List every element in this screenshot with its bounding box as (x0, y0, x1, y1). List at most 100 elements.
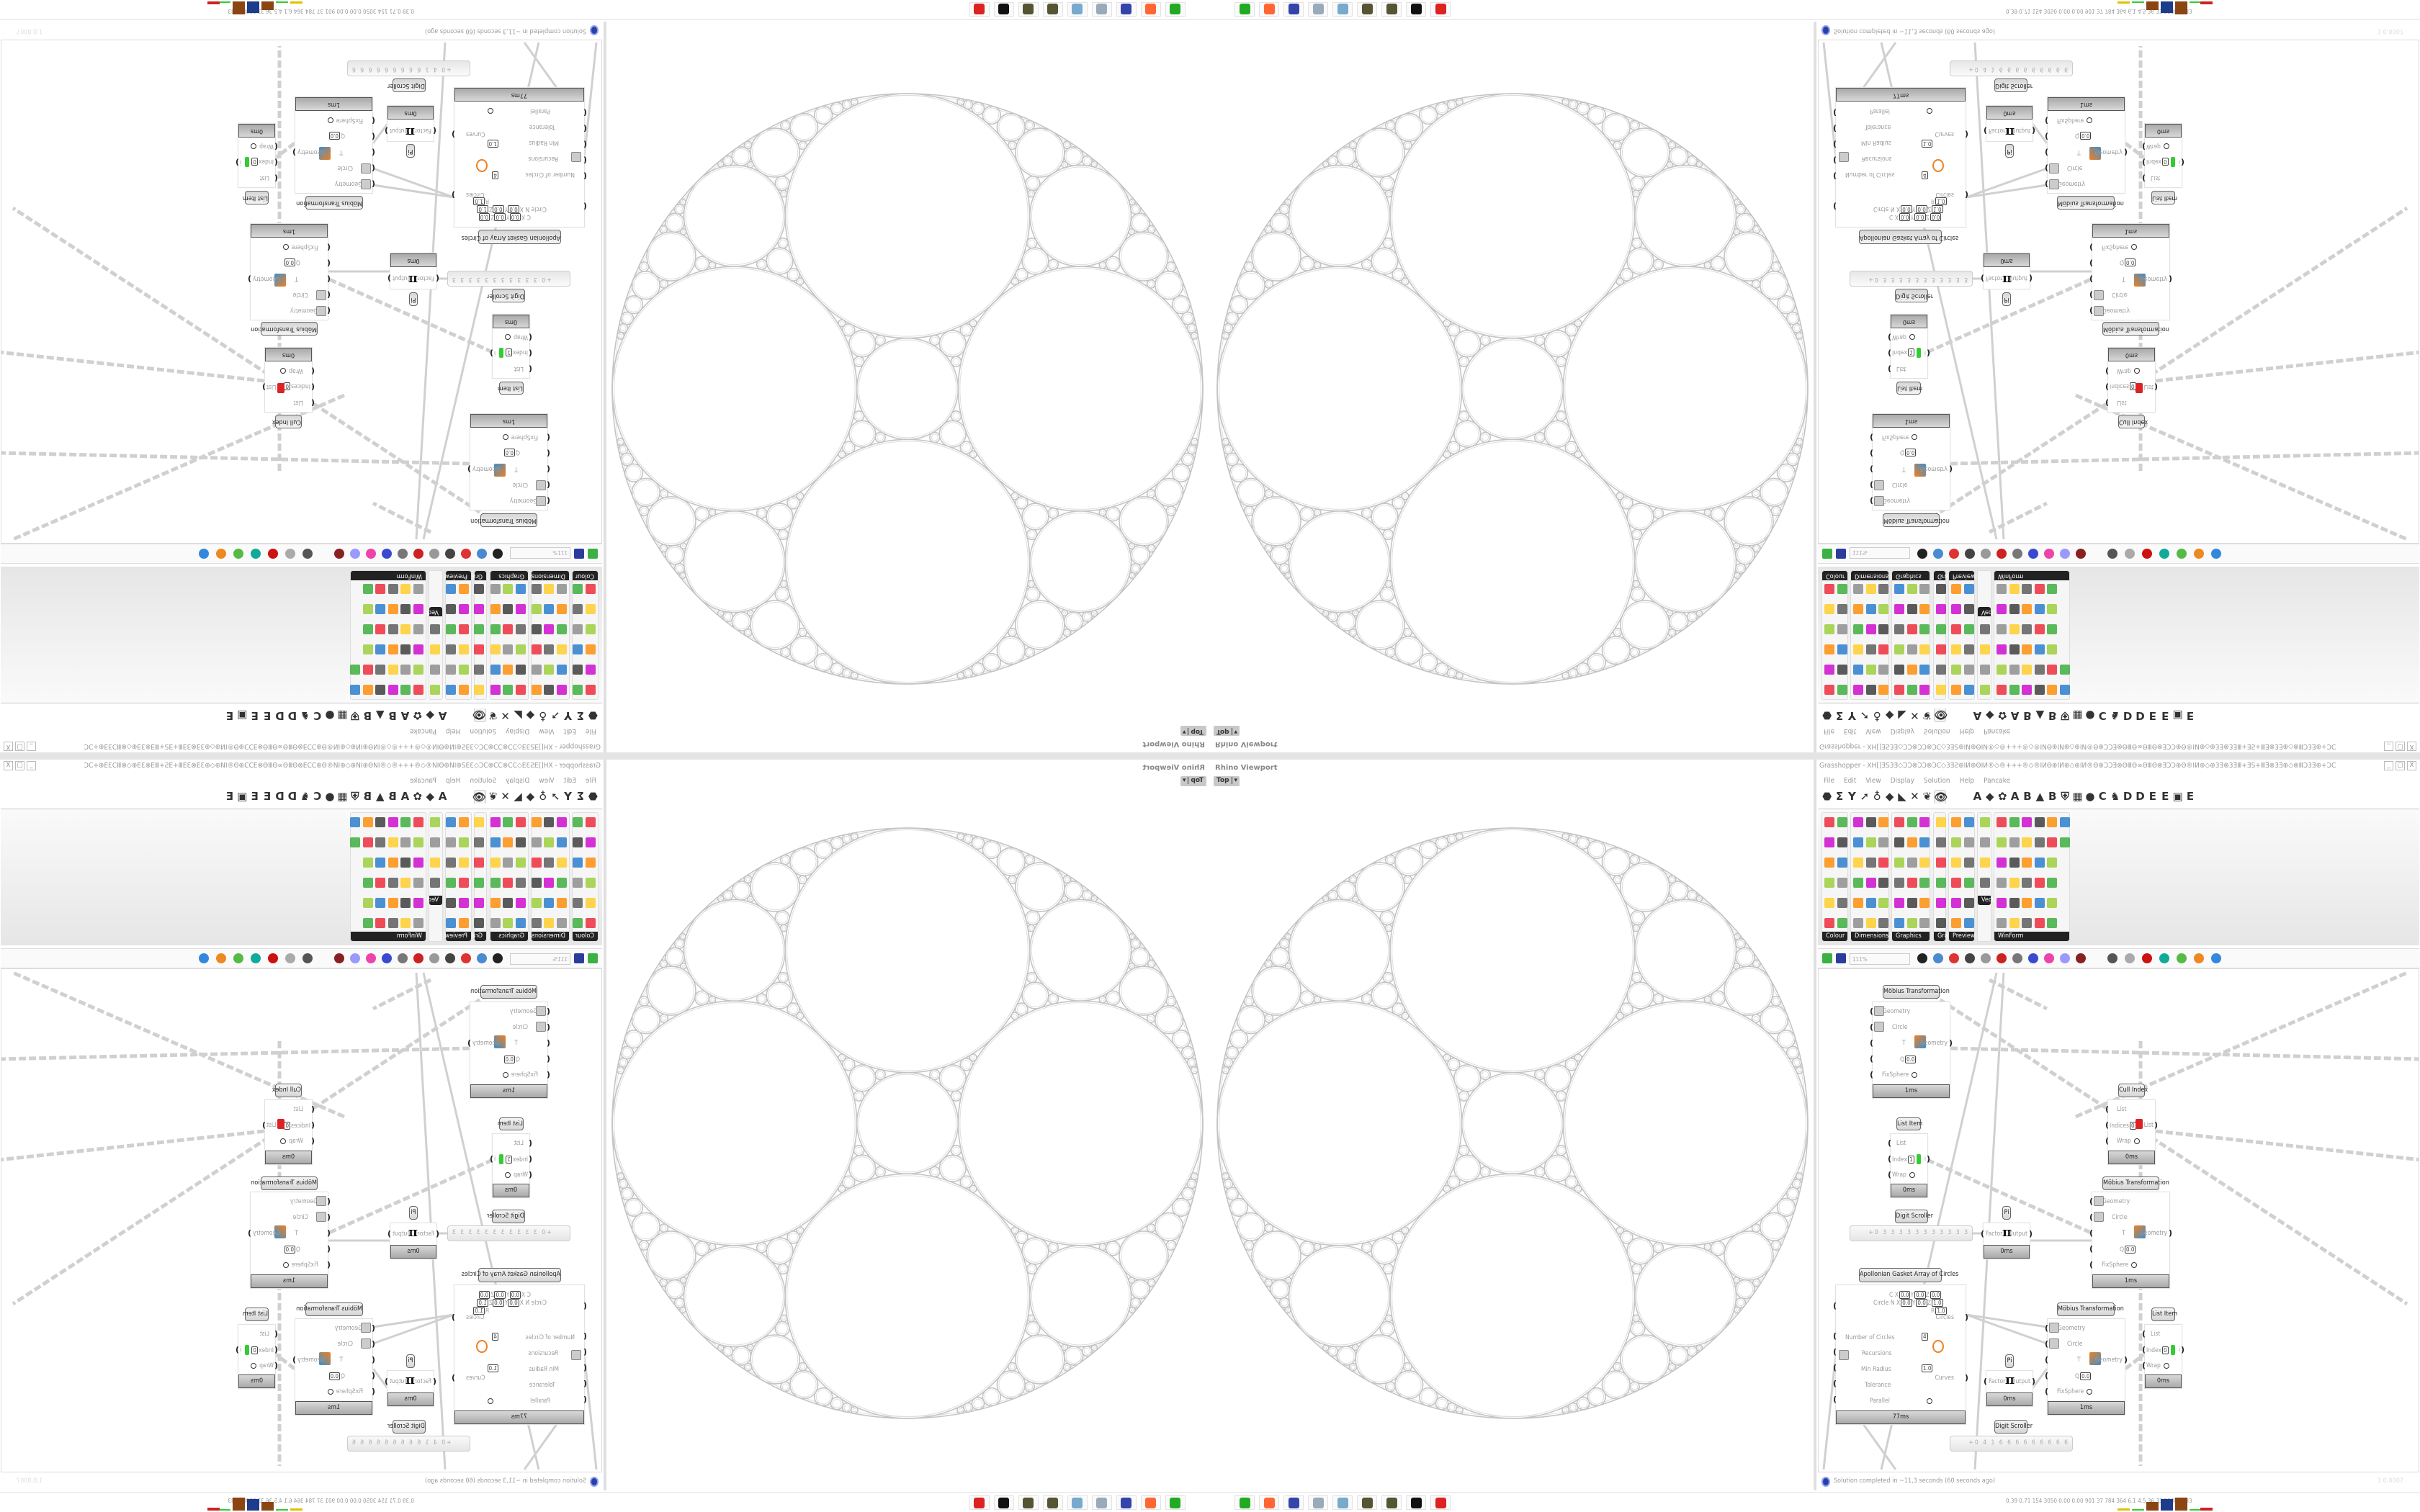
component-icon[interactable] (1865, 918, 1876, 928)
output-grip[interactable]: ) (1964, 1373, 1968, 1382)
tab-icon[interactable]: ▣ (2172, 790, 2183, 803)
component-icon[interactable] (573, 817, 583, 827)
component-icon[interactable] (2034, 685, 2045, 695)
component-icon[interactable] (490, 918, 501, 928)
input-fixsphere-value[interactable] (2084, 117, 2093, 124)
input-grip[interactable]: ( (371, 1323, 375, 1333)
tab-icon[interactable]: B (388, 709, 397, 722)
component-icon[interactable] (1936, 604, 1946, 614)
tab-icon[interactable]: ◆ (1986, 790, 1994, 803)
component-icon[interactable] (1837, 918, 1847, 928)
input-grip[interactable]: ( (326, 1260, 331, 1269)
component-icon[interactable] (1894, 837, 1904, 847)
ribbon-group-label[interactable]: Grap.. (1934, 932, 1955, 941)
component-icon[interactable] (400, 898, 411, 908)
cha-icon[interactable] (1996, 953, 2007, 963)
component-icon[interactable] (375, 624, 386, 634)
component-icon[interactable] (2022, 644, 2032, 654)
tab-icon[interactable]: ▦ (2072, 709, 2083, 722)
zoom-extents-icon[interactable] (493, 953, 503, 963)
tab-icon[interactable]: B (2048, 790, 2057, 803)
component-icon[interactable] (400, 624, 411, 634)
component-icon[interactable] (2009, 584, 2020, 594)
input-grip[interactable]: ( (1870, 1054, 1874, 1063)
input-grip[interactable]: ( (2142, 1361, 2146, 1370)
component-icon[interactable] (586, 837, 596, 847)
component-icon[interactable] (1894, 604, 1904, 614)
component-icon[interactable] (1980, 878, 1990, 888)
input-fixsphere-value[interactable] (2128, 243, 2138, 251)
component-icon[interactable] (1919, 644, 1930, 654)
menu-edit[interactable]: Edit (1844, 727, 1857, 735)
output-grip[interactable]: ) (1964, 190, 1968, 199)
gem-icon[interactable] (268, 549, 278, 559)
input-grip[interactable]: ( (2045, 116, 2049, 125)
circle-value-box[interactable]: 0.0 (1914, 1291, 1926, 1299)
save-icon[interactable] (1836, 549, 1846, 559)
component-icon[interactable] (363, 624, 373, 634)
sketch-icon[interactable] (461, 953, 471, 963)
component-icon[interactable] (503, 858, 514, 868)
pi-node[interactable]: 0ms(Factor π Output) (1984, 1370, 2035, 1407)
component-icon[interactable] (1837, 644, 1847, 654)
tab-icon[interactable]: ➚ (1860, 709, 1870, 722)
component-icon[interactable] (388, 918, 398, 928)
input-grip[interactable]: ( (2105, 1120, 2110, 1130)
maximize-button[interactable]: □ (2396, 742, 2405, 751)
component-icon[interactable] (1824, 898, 1834, 908)
input-grip[interactable]: ( (583, 1331, 587, 1341)
component-icon[interactable] (400, 837, 411, 847)
component-icon[interactable] (388, 878, 398, 888)
ribbon-group-label[interactable]: WinForm (351, 932, 426, 941)
tab-icon[interactable]: D (275, 790, 284, 803)
input-grip[interactable]: ( (435, 274, 439, 283)
ribbon-group-label[interactable]: Graphics (1892, 932, 1930, 941)
component-icon[interactable] (400, 644, 411, 654)
component-icon[interactable] (586, 817, 596, 827)
input-grip[interactable]: ( (2045, 1355, 2049, 1364)
component-icon[interactable] (430, 817, 440, 827)
menu-edit[interactable]: Edit (563, 727, 576, 735)
input-grip[interactable]: ( (2045, 132, 2049, 141)
component-icon[interactable] (573, 624, 583, 634)
input-grip[interactable]: ( (2105, 382, 2110, 392)
component-icon[interactable] (1980, 837, 1990, 847)
circle-value-box[interactable]: 0.0 (494, 213, 506, 221)
input-fixsphere-value[interactable] (327, 117, 336, 124)
tab-icon[interactable]: B (2023, 709, 2032, 722)
tab-icon[interactable]: ▣ (237, 709, 248, 722)
input-index-value[interactable]: 0 (251, 1346, 258, 1354)
component-icon[interactable] (1936, 685, 1946, 695)
menu-view[interactable]: View (539, 727, 555, 735)
component-icon[interactable] (1837, 665, 1847, 675)
component-icon[interactable] (1865, 685, 1876, 695)
component-icon[interactable] (586, 898, 596, 908)
open-file-icon[interactable] (1822, 549, 1832, 559)
taskbar-app[interactable] (1116, 1495, 1137, 1510)
number-of-circles-value[interactable]: 4 (492, 171, 498, 179)
component-icon[interactable] (388, 644, 398, 654)
menu-display[interactable]: Display (506, 777, 530, 785)
input-grip[interactable]: ( (432, 1377, 436, 1386)
input-grip[interactable]: ( (2142, 1345, 2146, 1354)
node-title[interactable]: Digit Scroller (387, 78, 426, 92)
input-fixsphere-value[interactable] (2128, 1261, 2138, 1269)
input-grip[interactable]: ( (310, 1136, 315, 1146)
component-icon[interactable] (459, 858, 469, 868)
taskbar-app[interactable] (1357, 2, 1377, 17)
component-icon[interactable] (503, 898, 514, 908)
balloon-icon[interactable] (2060, 549, 2070, 559)
ribbon-group-label[interactable]: Graphics (1892, 571, 1930, 580)
component-icon[interactable] (1865, 837, 1876, 847)
component-icon[interactable] (557, 918, 567, 928)
ribbon-group-label[interactable]: Colour (573, 571, 598, 580)
component-icon[interactable] (1906, 837, 1917, 847)
component-icon[interactable] (490, 644, 501, 654)
input-grip[interactable]: ( (1984, 126, 1988, 135)
input-q-value[interactable]: 0.0 (2125, 1246, 2136, 1254)
input-index-value[interactable]: 1 (506, 348, 512, 356)
tab-icon[interactable]: 👁 (472, 708, 487, 722)
